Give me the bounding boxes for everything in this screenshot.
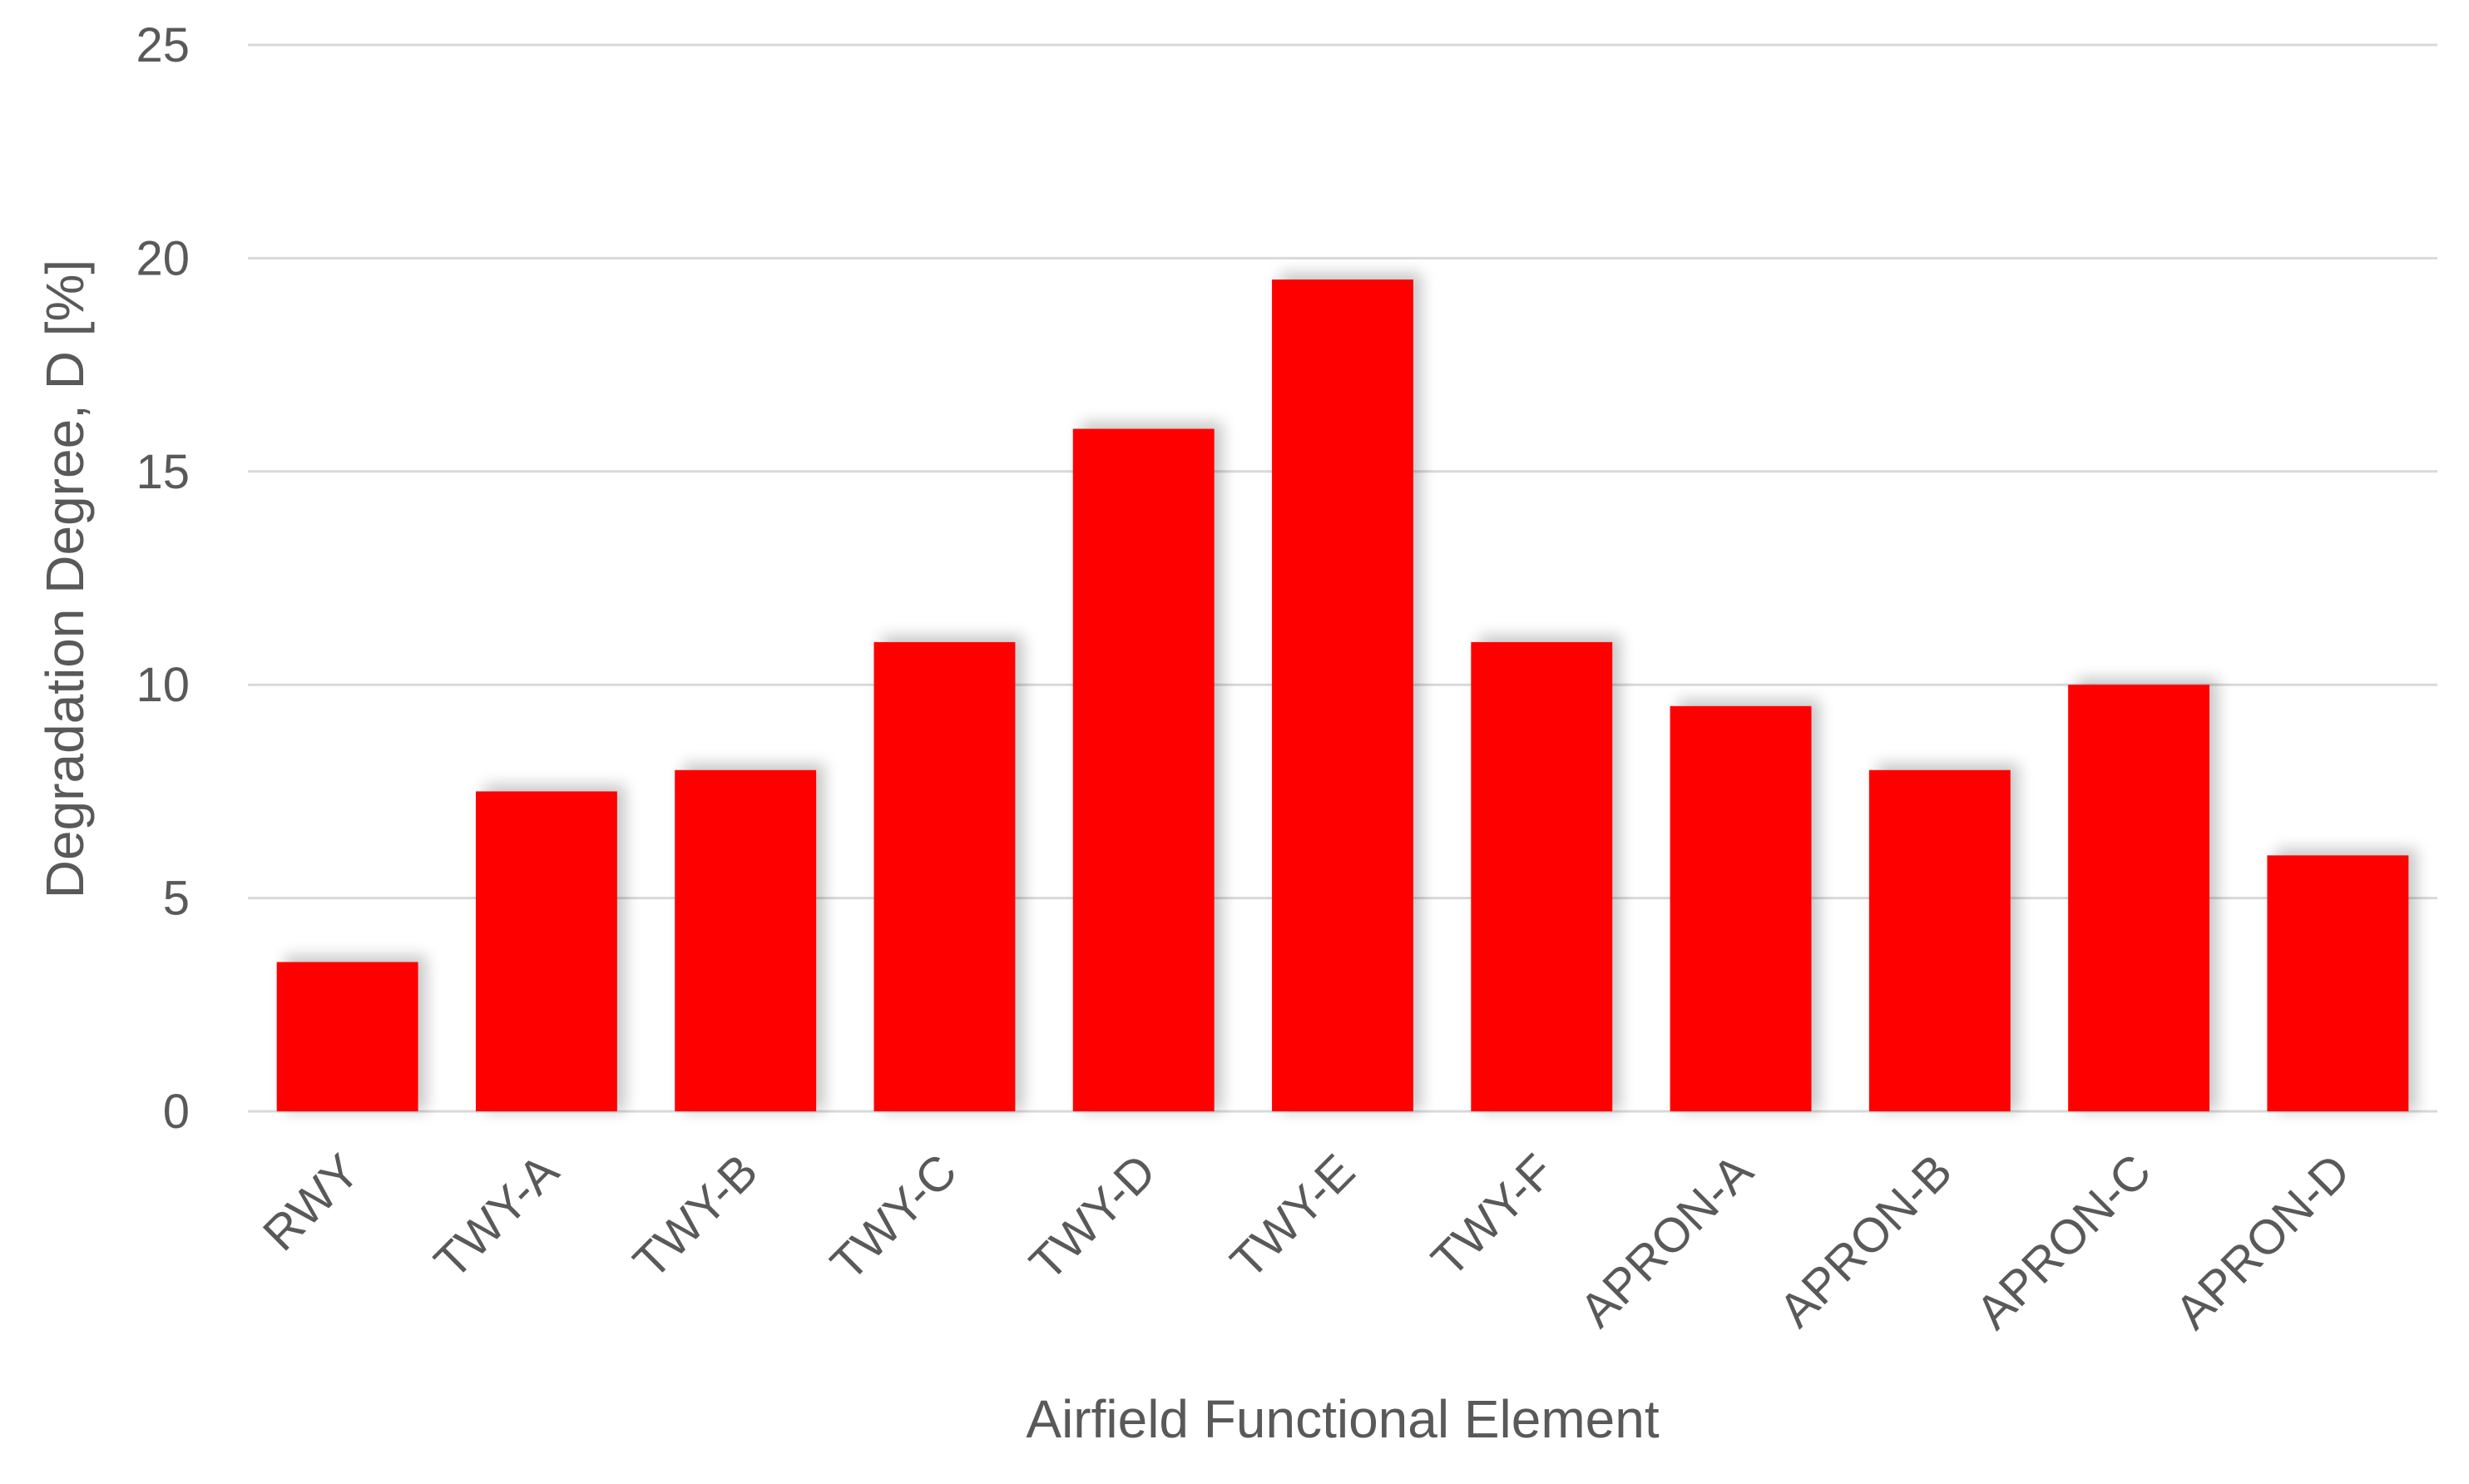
bar-apron-b: [1868, 769, 2011, 1111]
y-tick-label: 0: [163, 1085, 190, 1139]
bar-twy-d: [1072, 428, 1215, 1111]
x-tick-label: TWY-E: [1220, 1144, 1365, 1289]
bar-apron-a: [1670, 705, 1812, 1111]
y-tick-label: 20: [136, 231, 190, 285]
y-tick-label: 15: [136, 445, 190, 499]
bars: [276, 273, 2417, 1111]
bar-apron-c: [2068, 685, 2210, 1111]
x-tick-label: APRON-D: [2165, 1144, 2360, 1339]
bar-twy-a: [475, 791, 617, 1111]
bar-twy-c: [873, 641, 1016, 1111]
y-tick-label: 5: [163, 872, 190, 926]
x-tick-label: TWY-F: [1421, 1144, 1564, 1287]
y-axis-tick-labels: 0 5 10 15 20 25: [136, 18, 190, 1139]
y-tick-label: 25: [136, 18, 190, 72]
x-tick-label: TWY-D: [1019, 1144, 1166, 1291]
x-tick-label: APRON-B: [1769, 1144, 1962, 1338]
bar-rwy: [276, 962, 418, 1111]
y-tick-label: 10: [136, 658, 190, 712]
bar-twy-e: [1272, 279, 1413, 1111]
x-tick-label: APRON-C: [1966, 1144, 2161, 1339]
x-tick-label: TWY-C: [820, 1144, 967, 1291]
x-axis-tick-labels: RWY TWY-A TWY-B TWY-C TWY-D TWY-E TWY-F APRON-A…: [253, 1144, 2361, 1339]
x-tick-label: TWY-A: [424, 1144, 570, 1289]
y-axis-title: Degradation Degree, D [%]: [35, 260, 95, 898]
x-axis-title: Airfield Functional Element: [1026, 1389, 1659, 1449]
bar-apron-d: [2267, 855, 2409, 1111]
bar-twy-b: [675, 769, 817, 1111]
x-tick-label: TWY-B: [623, 1144, 768, 1289]
x-tick-label: RWY: [253, 1144, 370, 1261]
x-tick-label: APRON-A: [1570, 1144, 1764, 1338]
bar-twy-f: [1471, 641, 1613, 1111]
